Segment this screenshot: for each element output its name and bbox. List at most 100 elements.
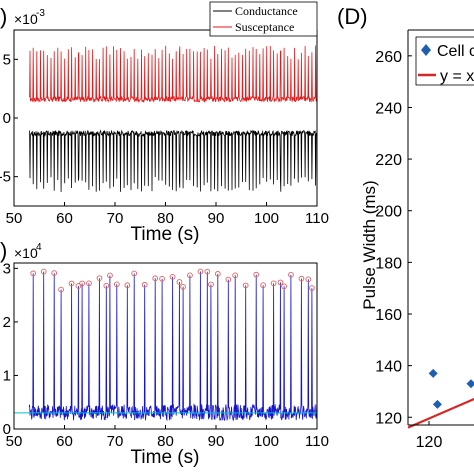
legend-label-susceptance: Susceptance bbox=[235, 20, 294, 34]
series-group-bottom bbox=[14, 268, 318, 422]
peak-marker-15 bbox=[152, 275, 159, 282]
y-tick-label-right-1: 240 bbox=[375, 100, 402, 117]
series-line-signal bbox=[28, 271, 318, 422]
peak-marker-8 bbox=[96, 275, 103, 282]
peak-marker-4 bbox=[68, 280, 75, 287]
y-tick-label-bottom-0: 3 bbox=[3, 260, 11, 277]
scatter-point-0 bbox=[428, 368, 438, 378]
y-tick-label-top-0: 5 bbox=[3, 51, 11, 68]
multiplier-top: ×10 -3 bbox=[14, 8, 45, 27]
legend-label-cell: Cell c bbox=[437, 43, 474, 60]
peak-marker-6 bbox=[79, 280, 85, 287]
x-axis-label-top: Time (s) bbox=[131, 224, 200, 245]
series-group-top bbox=[28, 45, 318, 192]
panel-pulse-signal: ) ×10 4 50 60 70 80 90 100 110 3 2 1 0 Time (s) bbox=[0, 238, 329, 468]
x-axis-label-bottom: Time (s) bbox=[131, 447, 200, 468]
y-tick-label-right-5: 160 bbox=[375, 307, 402, 324]
y-ticks-right: 260 240 220 200 180 160 140 120 bbox=[375, 49, 412, 427]
x-tick-label-bottom-4: 90 bbox=[208, 433, 225, 450]
x-tick-label-right-0: 120 bbox=[416, 434, 443, 451]
y-tick-label-bottom-2: 1 bbox=[3, 367, 11, 384]
panel-pulse-width-scatter: (D) Pulse Width (ms) 260 240 220 200 180 160 1… bbox=[337, 4, 474, 451]
series-line-susceptance bbox=[28, 45, 318, 104]
scatter-point-2 bbox=[466, 379, 474, 389]
y-tick-label-right-0: 260 bbox=[375, 49, 402, 66]
y-tick-label-bottom-1: 2 bbox=[3, 314, 11, 331]
peak-marker-27 bbox=[242, 282, 249, 289]
peak-marker-18 bbox=[176, 279, 183, 285]
x-ticks-top: 50 60 70 80 90 100 110 bbox=[6, 202, 329, 227]
peak-marker-34 bbox=[298, 275, 305, 282]
scatter-point-1 bbox=[432, 399, 442, 409]
x-ticks-right: 12014 bbox=[416, 421, 443, 451]
x-tick-label-bottom-5: 100 bbox=[254, 433, 279, 450]
legend-label-fit: y = x bbox=[440, 68, 474, 85]
x-tick-label-bottom-3: 80 bbox=[157, 433, 174, 450]
peak-marker-13 bbox=[131, 270, 138, 277]
peak-marker-9 bbox=[103, 282, 110, 289]
y-tick-label-top-1: 0 bbox=[3, 110, 11, 127]
legend-box-top bbox=[209, 1, 318, 37]
peak-marker-28 bbox=[253, 271, 260, 278]
peak-marker-2 bbox=[51, 270, 58, 276]
x-tick-label-top-4: 90 bbox=[208, 210, 225, 227]
x-ticks-bottom: 50 60 70 80 90 100 110 bbox=[6, 425, 329, 450]
peak-marker-0 bbox=[30, 270, 37, 277]
peak-marker-1 bbox=[40, 268, 47, 275]
peak-marker-26 bbox=[232, 272, 239, 279]
peak-marker-14 bbox=[141, 281, 148, 288]
peak-marker-19 bbox=[180, 283, 186, 290]
x-tick-label-top-3: 80 bbox=[157, 210, 174, 227]
x-tick-label-top-5: 100 bbox=[254, 210, 279, 227]
x-tick-label-bottom-2: 70 bbox=[107, 433, 124, 450]
y-tick-label-top-2: -5 bbox=[0, 169, 11, 186]
fit-line bbox=[407, 397, 474, 429]
y-tick-label-right-2: 220 bbox=[375, 152, 402, 169]
fit-line-group bbox=[407, 397, 474, 429]
y-tick-label-right-4: 180 bbox=[375, 255, 402, 272]
peak-marker-12 bbox=[124, 282, 131, 289]
x-tick-label-bottom-1: 60 bbox=[56, 433, 73, 450]
multiplier-base-top: ×10 bbox=[14, 11, 38, 27]
x-tick-label-top-0: 50 bbox=[6, 210, 23, 227]
peak-marker-29 bbox=[260, 282, 266, 289]
peak-marker-23 bbox=[208, 281, 214, 288]
y-tick-label-right-6: 140 bbox=[375, 359, 402, 376]
peak-marker-22 bbox=[204, 268, 211, 275]
peak-marker-25 bbox=[225, 276, 232, 283]
y-ticks-top: 5 0 -5 bbox=[0, 51, 18, 186]
y-tick-label-right-3: 200 bbox=[375, 204, 402, 221]
scatter-points-group bbox=[428, 368, 474, 409]
peak-marker-16 bbox=[159, 276, 165, 282]
panel-label-bottom: ) bbox=[0, 238, 7, 263]
legend-marker-cell bbox=[421, 44, 431, 56]
peak-marker-20 bbox=[187, 272, 193, 279]
peak-marker-31 bbox=[277, 279, 284, 286]
x-tick-label-top-6: 110 bbox=[305, 210, 329, 227]
peak-marker-24 bbox=[214, 271, 221, 277]
panel-label-top: ) bbox=[0, 4, 7, 29]
x-tick-label-bottom-0: 50 bbox=[6, 433, 23, 450]
y-axis-label-right: Pulse Width (ms) bbox=[360, 180, 379, 309]
y-tick-label-right-7: 120 bbox=[375, 410, 402, 427]
panel-label-right: (D) bbox=[337, 4, 368, 29]
x-tick-label-bottom-6: 110 bbox=[305, 433, 329, 450]
y-tick-label-bottom-3: 0 bbox=[3, 421, 11, 438]
legend-label-conductance: Conductance bbox=[235, 4, 298, 18]
multiplier-base-bottom: ×10 bbox=[14, 245, 38, 261]
peak-marker-17 bbox=[169, 273, 176, 280]
peak-marker-33 bbox=[288, 271, 294, 278]
peak-marker-36 bbox=[309, 285, 315, 291]
series-line-conductance bbox=[28, 129, 318, 192]
peak-marker-32 bbox=[281, 283, 287, 290]
multiplier-exp-bottom: 4 bbox=[36, 242, 42, 253]
peak-marker-21 bbox=[197, 268, 204, 275]
y-ticks-bottom: 3 2 1 0 bbox=[3, 260, 18, 438]
multiplier-exp-top: -3 bbox=[36, 8, 45, 19]
peak-marker-35 bbox=[305, 276, 312, 283]
peak-marker-11 bbox=[113, 281, 120, 288]
multiplier-bottom: ×10 4 bbox=[14, 242, 42, 261]
x-tick-label-top-1: 60 bbox=[56, 210, 73, 227]
